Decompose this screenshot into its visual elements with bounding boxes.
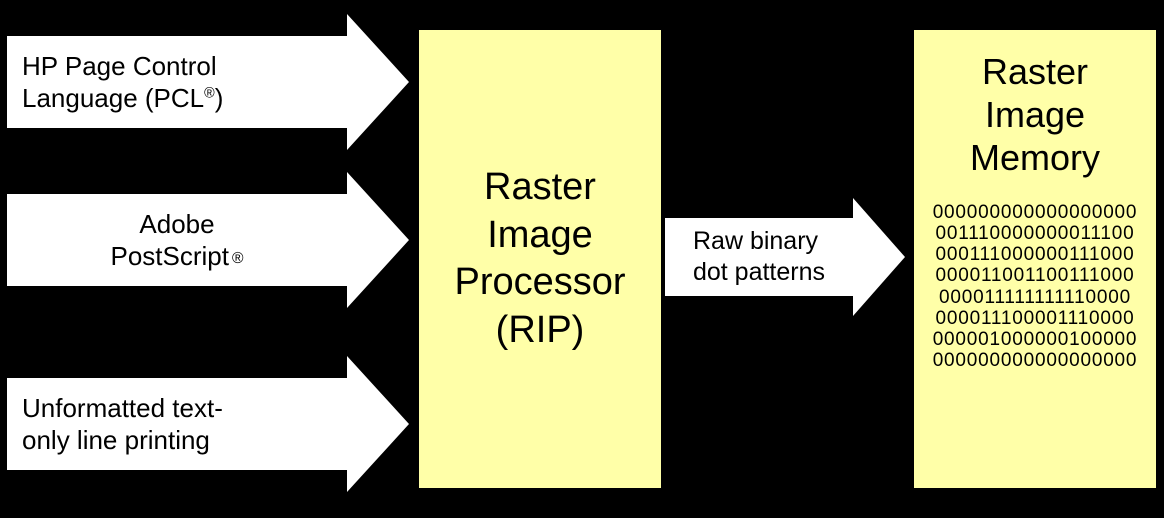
memory-title: Raster Image Memory	[970, 50, 1100, 180]
input-arrow-2-head	[347, 172, 409, 308]
diagram-canvas: HP Page Control Language (PCL®) Adobe Po…	[0, 0, 1164, 518]
input-arrow-1-head	[347, 14, 409, 150]
input-arrow-3-label: Unformatted text- only line printing	[22, 392, 223, 457]
input-arrow-2-label: Adobe PostScript®	[111, 208, 244, 273]
memory-binary-pattern: 000000000000000000 001110000000011100 00…	[933, 202, 1138, 372]
mid-arrow-label: Raw binary dot patterns	[693, 226, 825, 289]
mid-arrow-head	[853, 198, 905, 316]
input-arrow-3-shaft: Unformatted text- only line printing	[7, 378, 347, 470]
memory-box: Raster Image Memory 000000000000000000 0…	[912, 28, 1158, 490]
processor-title: Raster Image Processor (RIP)	[454, 164, 625, 354]
processor-box: Raster Image Processor (RIP)	[417, 28, 663, 490]
input-arrow-1-label: HP Page Control Language (PCL®)	[22, 50, 223, 115]
input-arrow-1-shaft: HP Page Control Language (PCL®)	[7, 36, 347, 128]
input-arrow-2-shaft: Adobe PostScript®	[7, 194, 347, 286]
mid-arrow-shaft: Raw binary dot patterns	[665, 218, 853, 296]
input-arrow-3-head	[347, 356, 409, 492]
